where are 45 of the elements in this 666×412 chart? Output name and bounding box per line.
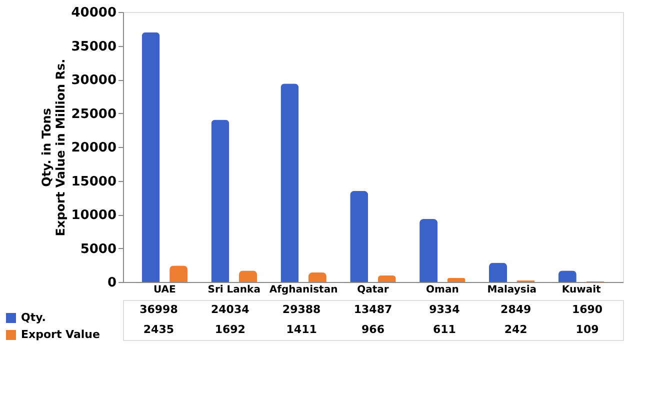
data-label: 109 bbox=[576, 323, 599, 336]
x-tick-label: Afghanistan bbox=[269, 284, 338, 296]
bar bbox=[350, 190, 368, 282]
y-tick-label: 15000 bbox=[71, 174, 116, 190]
y-tick-label: 0 bbox=[107, 276, 116, 290]
bar bbox=[378, 275, 396, 282]
bar bbox=[170, 266, 188, 282]
y-tick-label: 40000 bbox=[71, 6, 116, 20]
data-label: 29388 bbox=[282, 303, 321, 316]
data-label: 1411 bbox=[286, 323, 317, 336]
y-tick-label: 25000 bbox=[71, 106, 116, 122]
data-label: 242 bbox=[504, 323, 528, 336]
bar bbox=[447, 278, 466, 282]
y-axis-title: Qty. in Tons Export Value in Million Rs. bbox=[39, 58, 68, 236]
bar bbox=[239, 270, 257, 282]
x-tick-label: Oman bbox=[426, 284, 459, 296]
bar bbox=[211, 120, 230, 282]
bar bbox=[308, 272, 326, 282]
y-tick-label: 30000 bbox=[71, 73, 116, 88]
data-label: 611 bbox=[432, 323, 456, 336]
bar bbox=[558, 270, 576, 282]
bar bbox=[142, 32, 160, 282]
data-label: 2435 bbox=[143, 323, 174, 336]
y-tick-label: 35000 bbox=[71, 39, 116, 54]
x-tick-label: Kuwait bbox=[562, 284, 601, 296]
bar bbox=[420, 218, 438, 282]
x-tick-label: Malaysia bbox=[487, 284, 536, 296]
data-label: 2849 bbox=[500, 303, 532, 316]
data-label: 1690 bbox=[572, 303, 603, 316]
data-label: 966 bbox=[362, 323, 385, 336]
data-label: 13487 bbox=[354, 303, 392, 316]
bar bbox=[280, 84, 299, 282]
data-label: 24034 bbox=[211, 303, 250, 316]
data-label: 9334 bbox=[429, 303, 460, 316]
y-tick-label: 20000 bbox=[71, 140, 116, 156]
bar bbox=[489, 262, 507, 282]
data-label: 1692 bbox=[214, 323, 246, 336]
legend-label: Export Value bbox=[21, 328, 100, 341]
data-label: 36998 bbox=[140, 303, 178, 316]
y-tick-label: 5000 bbox=[80, 242, 116, 257]
legend-label: Qty. bbox=[21, 311, 46, 324]
x-tick-label: Qatar bbox=[357, 284, 389, 296]
x-tick-label: UAE bbox=[153, 284, 176, 296]
x-tick-label: Sri Lanka bbox=[208, 284, 260, 296]
y-tick-label: 10000 bbox=[71, 208, 116, 223]
